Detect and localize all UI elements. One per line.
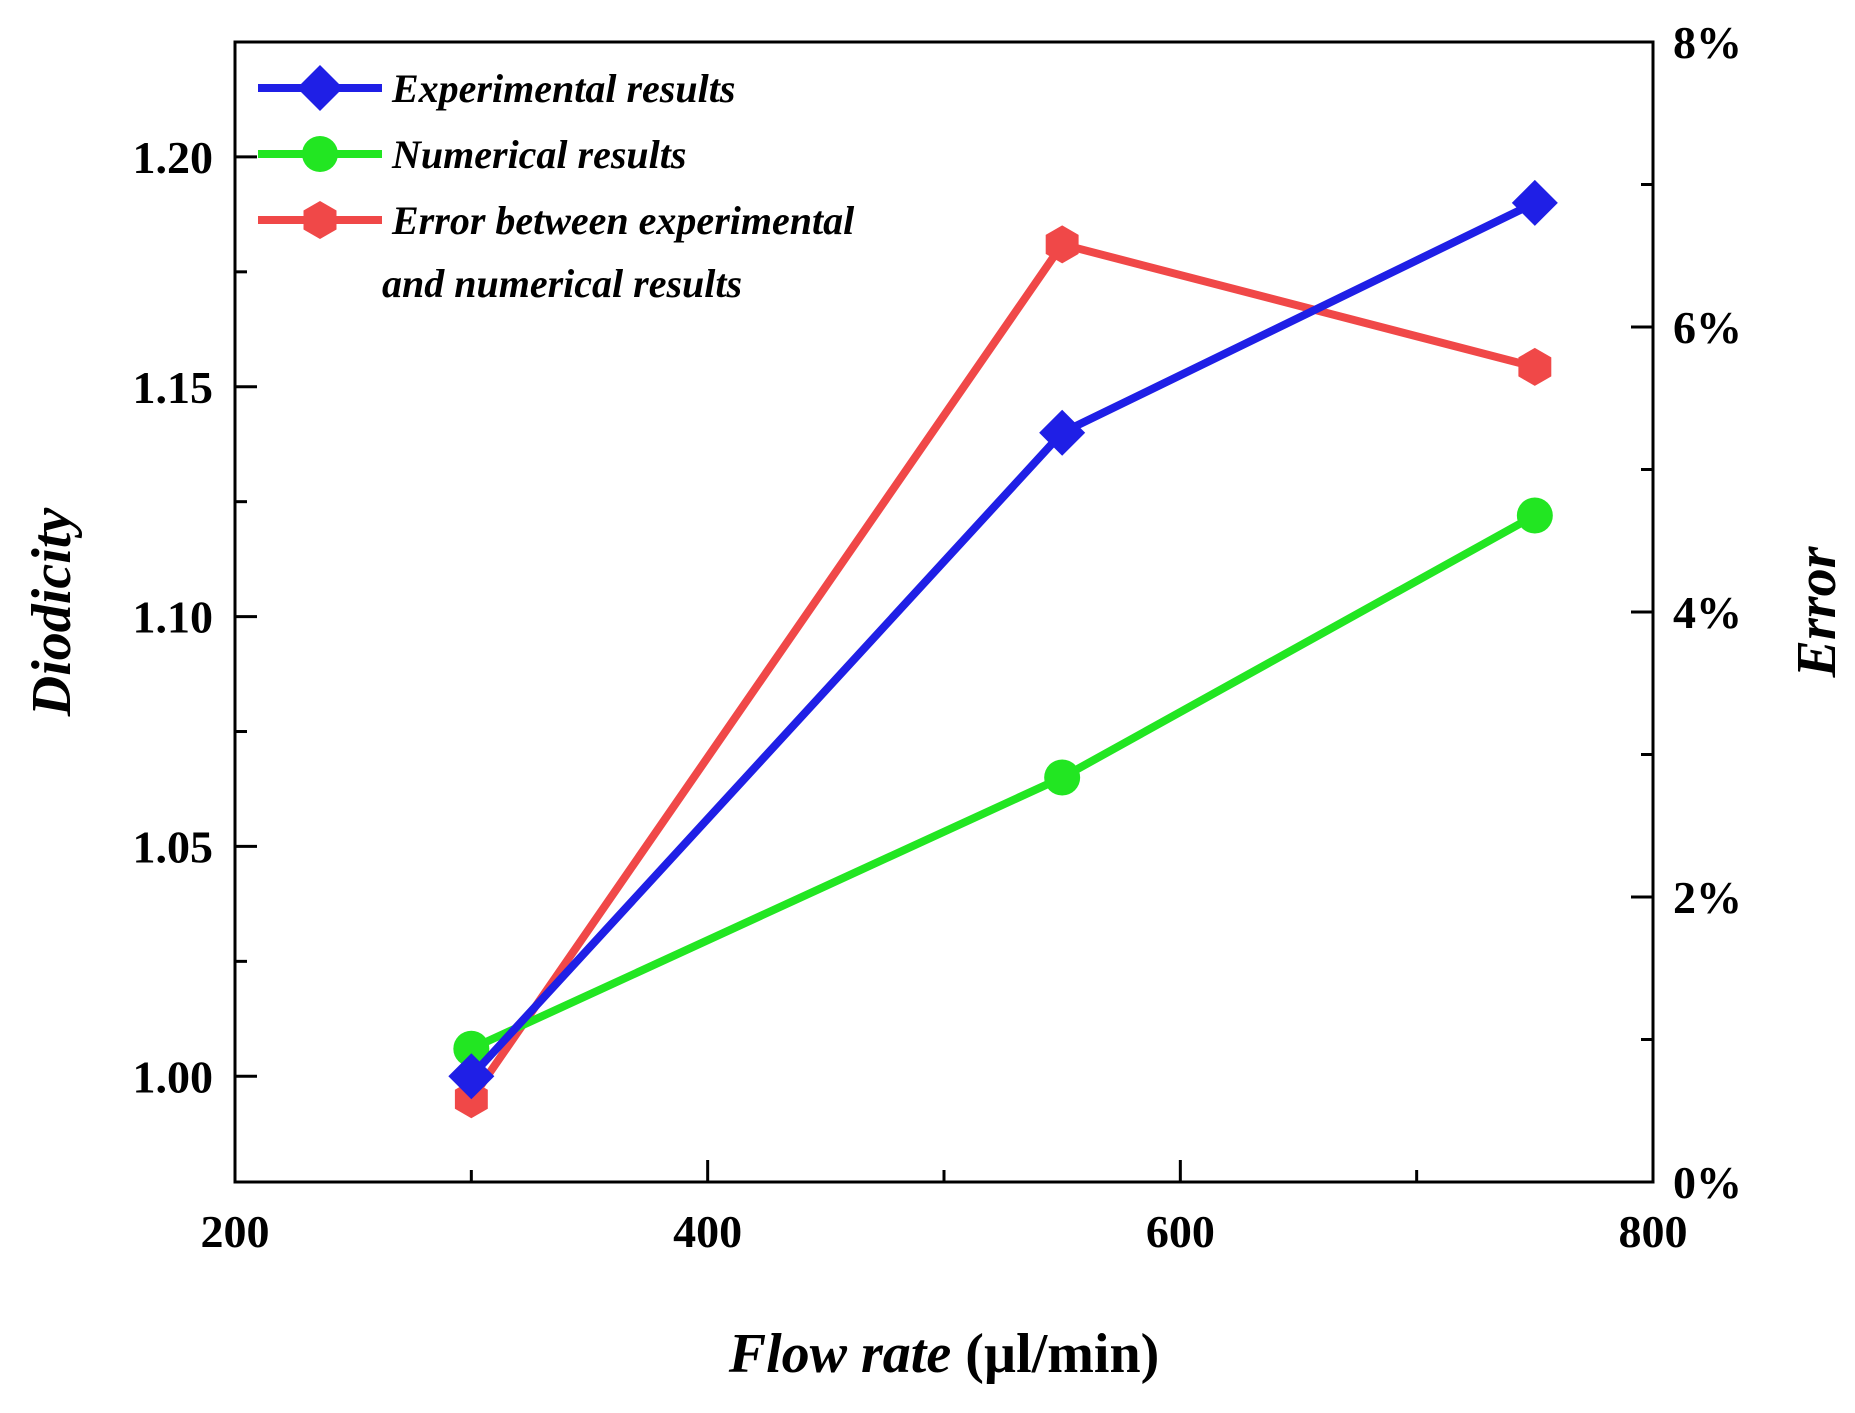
data-point-error bbox=[1045, 225, 1079, 264]
y2-tick-label: 4% bbox=[1673, 587, 1742, 638]
x-axis-title: Flow rate (µl/min) bbox=[728, 1323, 1160, 1385]
y-tick-label: 1.15 bbox=[133, 362, 214, 413]
series-line-error bbox=[468, 239, 1536, 1102]
series-line-numerical bbox=[469, 512, 1537, 1053]
y-tick-label: 1.20 bbox=[133, 132, 214, 183]
data-point-experimental bbox=[1039, 409, 1086, 456]
legend-label-error: Error between experimental bbox=[391, 198, 855, 243]
data-point-error bbox=[1518, 347, 1552, 386]
series-group bbox=[448, 179, 1558, 1119]
legend-marker-experimental bbox=[297, 65, 343, 111]
x-tick-label: 800 bbox=[1619, 1206, 1688, 1257]
data-point-numerical bbox=[1044, 759, 1081, 796]
legend: Experimental results Numerical results Err… bbox=[258, 65, 855, 306]
legend-label-experimental: Experimental results bbox=[391, 66, 735, 111]
x-tick-label: 600 bbox=[1146, 1206, 1215, 1257]
legend-marker-error bbox=[303, 201, 337, 239]
data-point-numerical bbox=[453, 1030, 490, 1067]
x-axis-title-main: Flow rate bbox=[728, 1323, 951, 1385]
legend-marker-numerical bbox=[302, 136, 338, 172]
x-axis-title-unit: (µl/min) bbox=[951, 1323, 1159, 1385]
y2-tick-label: 0% bbox=[1673, 1157, 1742, 1208]
data-point-experimental bbox=[1511, 179, 1558, 226]
y2-tick-label: 6% bbox=[1673, 302, 1742, 353]
y2-axis-title: Error bbox=[1786, 545, 1848, 678]
data-point-experimental bbox=[448, 1053, 495, 1100]
y-axis-title: Diodicity bbox=[21, 507, 83, 718]
data-point-numerical bbox=[1516, 497, 1553, 534]
y-tick-label: 1.05 bbox=[133, 821, 214, 872]
legend-label-error-line2: and numerical results bbox=[382, 261, 742, 306]
y2-tick-label: 8% bbox=[1673, 17, 1742, 68]
y-tick-label: 1.00 bbox=[133, 1051, 214, 1102]
y2-tick-label: 2% bbox=[1673, 872, 1742, 923]
x-tick-label: 200 bbox=[201, 1206, 270, 1257]
legend-label-numerical: Numerical results bbox=[391, 132, 686, 177]
y-tick-label: 1.10 bbox=[133, 592, 214, 643]
x-tick-label: 400 bbox=[673, 1206, 742, 1257]
ticks-group: 200 400 600 800 1.00 1.05 1.10 1.15 1.20 0% 2% 4% 6%… bbox=[133, 17, 1743, 1257]
